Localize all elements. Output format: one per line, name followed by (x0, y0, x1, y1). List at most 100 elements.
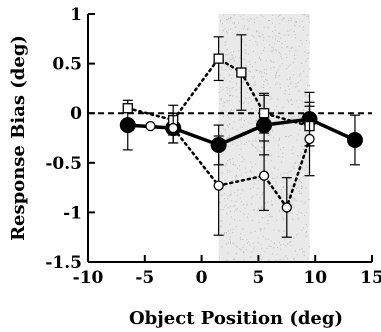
band-speckle (231, 200, 233, 202)
band-speckle (278, 156, 280, 157)
band-speckle (270, 160, 272, 162)
band-speckle (229, 118, 231, 120)
band-speckle (265, 106, 267, 108)
band-speckle (241, 119, 242, 121)
band-speckle (294, 25, 296, 27)
band-speckle (226, 198, 228, 200)
band-speckle (274, 199, 276, 201)
band-speckle (258, 221, 260, 223)
band-speckle (269, 44, 270, 46)
band-speckle (247, 19, 249, 21)
band-speckle (272, 37, 274, 39)
band-speckle (230, 193, 232, 195)
band-speckle (265, 238, 267, 240)
band-speckle (244, 120, 245, 122)
band-speckle (220, 226, 222, 227)
band-speckle (240, 126, 242, 128)
band-speckle (233, 14, 235, 16)
band-speckle (223, 77, 225, 79)
band-speckle (249, 111, 251, 113)
band-speckle (299, 155, 301, 156)
band-speckle (248, 61, 250, 63)
band-speckle (219, 103, 221, 105)
band-speckle (309, 85, 311, 87)
band-speckle (245, 44, 247, 46)
band-speckle (251, 144, 253, 146)
band-speckle (288, 171, 290, 173)
data-point (145, 120, 156, 132)
band-speckle (261, 206, 263, 208)
data-point (346, 131, 363, 148)
band-speckle (259, 139, 261, 140)
band-speckle (281, 19, 283, 21)
data-point (281, 202, 292, 213)
band-speckle (290, 83, 292, 85)
band-speckle (285, 245, 287, 247)
band-speckle (306, 15, 308, 17)
band-speckle (245, 52, 247, 54)
band-speckle (301, 145, 303, 147)
band-speckle (236, 82, 237, 84)
band-speckle (260, 76, 262, 78)
band-speckle (257, 30, 259, 32)
band-speckle (266, 215, 268, 217)
band-speckle (243, 252, 245, 254)
band-speckle (245, 97, 247, 99)
band-speckle (225, 204, 227, 206)
band-speckle (240, 148, 242, 150)
band-speckle (307, 151, 308, 153)
band-speckle (308, 52, 310, 54)
band-speckle (239, 220, 241, 221)
band-speckle (295, 83, 297, 85)
band-speckle (255, 41, 257, 42)
band-speckle (225, 163, 227, 165)
band-speckle (280, 148, 282, 150)
band-speckle (256, 148, 258, 150)
band-speckle (281, 196, 282, 198)
band-speckle (232, 164, 234, 165)
band-speckle (253, 183, 255, 185)
band-speckle (305, 158, 307, 160)
band-speckle (296, 85, 298, 87)
band-speckle (271, 177, 273, 179)
band-speckle (268, 259, 270, 261)
band-speckle (234, 205, 236, 206)
band-speckle (253, 210, 255, 212)
band-speckle (233, 163, 235, 165)
band-speckle (229, 239, 231, 241)
band-speckle (292, 166, 294, 168)
band-speckle (286, 56, 288, 58)
band-speckle (223, 193, 225, 195)
band-speckle (296, 214, 298, 216)
band-speckle (291, 185, 292, 187)
band-speckle (226, 19, 228, 21)
band-speckle (273, 247, 275, 249)
band-speckle (235, 177, 237, 179)
band-speckle (222, 128, 224, 130)
band-speckle (260, 142, 262, 144)
band-speckle (220, 98, 222, 100)
band-speckle (280, 193, 282, 195)
band-speckle (278, 33, 280, 34)
band-speckle (275, 72, 277, 74)
band-speckle (243, 204, 245, 206)
band-speckle (267, 150, 269, 151)
band-speckle (246, 109, 247, 111)
band-speckle (253, 75, 255, 77)
band-speckle (280, 55, 282, 57)
band-speckle (261, 247, 263, 249)
band-speckle (306, 225, 308, 227)
band-speckle (299, 117, 301, 119)
series-line (126, 56, 311, 128)
band-speckle (276, 50, 278, 52)
band-speckle (226, 213, 228, 215)
band-speckle (302, 167, 304, 169)
band-speckle (291, 149, 293, 151)
band-speckle (239, 87, 241, 89)
band-speckle (292, 218, 294, 220)
band-speckle (255, 138, 257, 140)
band-speckle (241, 188, 243, 190)
band-speckle (256, 42, 258, 44)
band-speckle (280, 244, 282, 246)
band-speckle (246, 80, 248, 82)
